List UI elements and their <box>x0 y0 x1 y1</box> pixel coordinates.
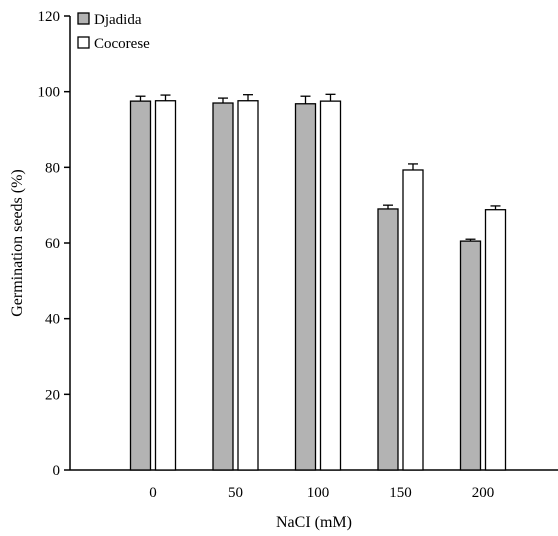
bar-djadida-200 <box>459 240 482 471</box>
x-tick-label: 200 <box>472 485 495 501</box>
legend-label-djadida: Djadida <box>94 12 142 28</box>
x-tick-label: 50 <box>228 485 243 501</box>
y-tick-label: 80 <box>45 160 60 176</box>
x-tick-label: 100 <box>307 485 330 501</box>
y-tick-label: 20 <box>45 387 60 403</box>
bar-djadida-100 <box>294 103 317 471</box>
y-tick-label: 0 <box>53 463 61 479</box>
bar-cocorese-50 <box>237 100 259 471</box>
bar-cocorese-0 <box>154 100 177 471</box>
bar-cocorese-100 <box>319 100 342 471</box>
y-tick-label: 120 <box>38 9 61 25</box>
bars <box>129 100 507 471</box>
y-tick-label: 60 <box>45 236 60 252</box>
bar-cocorese-200 <box>484 209 507 471</box>
y-tick-label: 40 <box>45 312 60 328</box>
bar-djadida-150 <box>377 208 399 471</box>
x-tick-label: 150 <box>389 485 412 501</box>
bar-djadida-50 <box>212 102 234 471</box>
y-tick-label: 100 <box>38 85 61 101</box>
bar-djadida-0 <box>129 100 152 471</box>
bar-cocorese-150 <box>402 169 424 471</box>
legend: Djadida Cocorese <box>77 12 150 52</box>
error-bars <box>135 93 501 242</box>
x-tick-label: 0 <box>149 485 157 501</box>
legend-label-cocorese: Cocorese <box>94 36 150 52</box>
x-ticks: 0 50 100 150 200 <box>149 485 494 501</box>
x-axis-label: NaCI (mM) <box>276 514 352 531</box>
legend-swatch-djadida <box>77 12 90 25</box>
legend-swatch-cocorese <box>77 36 90 49</box>
y-ticks: 0 20 40 60 80 100 120 <box>38 9 70 479</box>
y-axis-label: Germination seeds (%) <box>9 169 26 317</box>
